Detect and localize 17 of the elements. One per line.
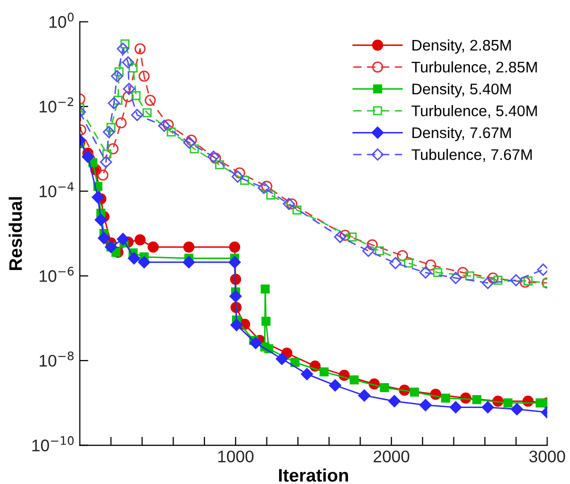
- legend-label: Density, 7.67M: [412, 126, 511, 142]
- legend-label: Density, 2.85M: [412, 39, 511, 54]
- y-tick-label: 10$^{−10}$: [32, 436, 74, 452]
- x-tick-label: 3000: [529, 450, 566, 462]
- y-tick-label: 10$^{−6}$: [40, 266, 74, 282]
- y-tick-label: 10$^{−4}$: [40, 182, 74, 198]
- x-tick-label: 2000: [374, 450, 410, 462]
- legend-label: Tubulence, 7.67M: [412, 148, 532, 162]
- y-tick-label: 10$^{−2}$: [40, 97, 74, 113]
- x-tick-label: 1000: [218, 450, 254, 462]
- legend-label: Turbulence, 5.40M: [412, 105, 537, 118]
- y-tick-label: 10$^{−8}$: [40, 351, 74, 367]
- x-axis-title: Iteration: [279, 468, 348, 482]
- y-axis-title: Residual: [8, 197, 22, 270]
- legend-label: Density, 5.40M: [412, 83, 511, 98]
- legend-label: Turbulence, 2.85M: [412, 61, 537, 74]
- y-tick-label: 10$^{0}$: [50, 12, 74, 28]
